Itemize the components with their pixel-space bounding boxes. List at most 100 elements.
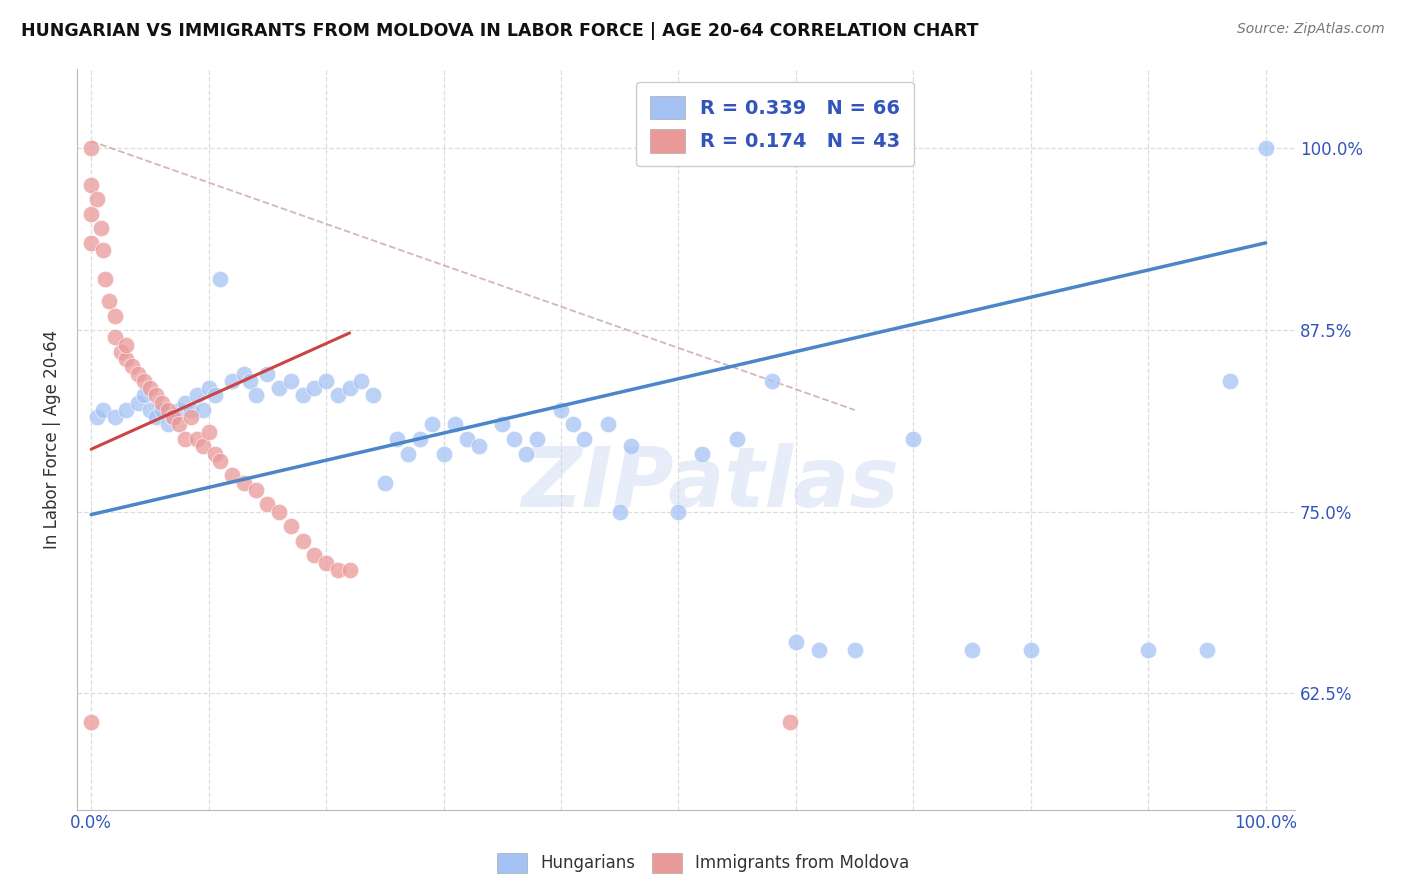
- Point: [162, 410, 184, 425]
- Point: [121, 359, 143, 374]
- Point: [239, 374, 262, 388]
- Point: [315, 556, 337, 570]
- Point: [339, 563, 361, 577]
- Point: [432, 446, 454, 460]
- Point: [156, 403, 179, 417]
- Point: [960, 642, 983, 657]
- Point: [1219, 374, 1241, 388]
- Legend: Hungarians, Immigrants from Moldova: Hungarians, Immigrants from Moldova: [491, 847, 915, 880]
- Point: [808, 642, 831, 657]
- Point: [80, 207, 103, 221]
- Point: [204, 388, 226, 402]
- Point: [456, 432, 478, 446]
- Text: ZIPatlas: ZIPatlas: [522, 443, 900, 524]
- Point: [315, 374, 337, 388]
- Point: [444, 417, 467, 432]
- Point: [326, 388, 349, 402]
- Point: [361, 388, 384, 402]
- Text: Source: ZipAtlas.com: Source: ZipAtlas.com: [1237, 22, 1385, 37]
- Point: [420, 417, 443, 432]
- Point: [191, 403, 214, 417]
- Point: [903, 432, 925, 446]
- Point: [86, 410, 108, 425]
- Point: [574, 432, 596, 446]
- Point: [180, 403, 202, 417]
- Point: [186, 388, 208, 402]
- Point: [668, 505, 690, 519]
- Point: [169, 403, 191, 417]
- Point: [197, 425, 219, 439]
- Point: [350, 374, 373, 388]
- Point: [169, 417, 191, 432]
- Point: [115, 337, 138, 351]
- Legend: R = 0.339   N = 66, R = 0.174   N = 43: R = 0.339 N = 66, R = 0.174 N = 43: [636, 82, 914, 166]
- Point: [209, 272, 232, 286]
- Point: [204, 446, 226, 460]
- Point: [145, 410, 167, 425]
- Point: [280, 374, 302, 388]
- Point: [104, 309, 127, 323]
- Point: [269, 505, 291, 519]
- Point: [1195, 642, 1218, 657]
- Point: [844, 642, 866, 657]
- Point: [385, 432, 408, 446]
- Point: [115, 403, 138, 417]
- Point: [232, 367, 254, 381]
- Point: [409, 432, 432, 446]
- Point: [132, 374, 155, 388]
- Point: [156, 417, 179, 432]
- Point: [550, 403, 572, 417]
- Point: [91, 243, 114, 257]
- Point: [785, 635, 807, 649]
- Point: [127, 367, 149, 381]
- Point: [256, 497, 278, 511]
- Point: [725, 432, 748, 446]
- Point: [256, 367, 278, 381]
- Point: [304, 381, 326, 395]
- Point: [561, 417, 583, 432]
- Point: [80, 235, 103, 250]
- Point: [115, 352, 138, 367]
- Point: [150, 395, 173, 409]
- Point: [97, 293, 120, 308]
- Text: HUNGARIAN VS IMMIGRANTS FROM MOLDOVA IN LABOR FORCE | AGE 20-64 CORRELATION CHAR: HUNGARIAN VS IMMIGRANTS FROM MOLDOVA IN …: [21, 22, 979, 40]
- Point: [596, 417, 619, 432]
- Point: [209, 454, 232, 468]
- Point: [104, 410, 127, 425]
- Point: [245, 388, 267, 402]
- Point: [503, 432, 526, 446]
- Point: [221, 374, 243, 388]
- Point: [304, 548, 326, 562]
- Point: [91, 403, 114, 417]
- Point: [515, 446, 537, 460]
- Point: [339, 381, 361, 395]
- Point: [197, 381, 219, 395]
- Point: [110, 344, 132, 359]
- Point: [174, 432, 197, 446]
- Point: [104, 330, 127, 344]
- Point: [150, 403, 173, 417]
- Point: [1254, 141, 1277, 155]
- Y-axis label: In Labor Force | Age 20-64: In Labor Force | Age 20-64: [44, 329, 60, 549]
- Point: [468, 439, 491, 453]
- Point: [269, 381, 291, 395]
- Point: [180, 410, 202, 425]
- Point: [94, 272, 117, 286]
- Point: [526, 432, 548, 446]
- Point: [491, 417, 513, 432]
- Point: [280, 519, 302, 533]
- Point: [761, 374, 783, 388]
- Point: [1137, 642, 1160, 657]
- Point: [174, 395, 197, 409]
- Point: [374, 475, 396, 490]
- Point: [232, 475, 254, 490]
- Point: [291, 388, 314, 402]
- Point: [80, 178, 103, 192]
- Point: [132, 388, 155, 402]
- Point: [186, 432, 208, 446]
- Point: [139, 381, 162, 395]
- Point: [86, 192, 108, 206]
- Point: [396, 446, 419, 460]
- Point: [291, 533, 314, 548]
- Point: [1019, 642, 1042, 657]
